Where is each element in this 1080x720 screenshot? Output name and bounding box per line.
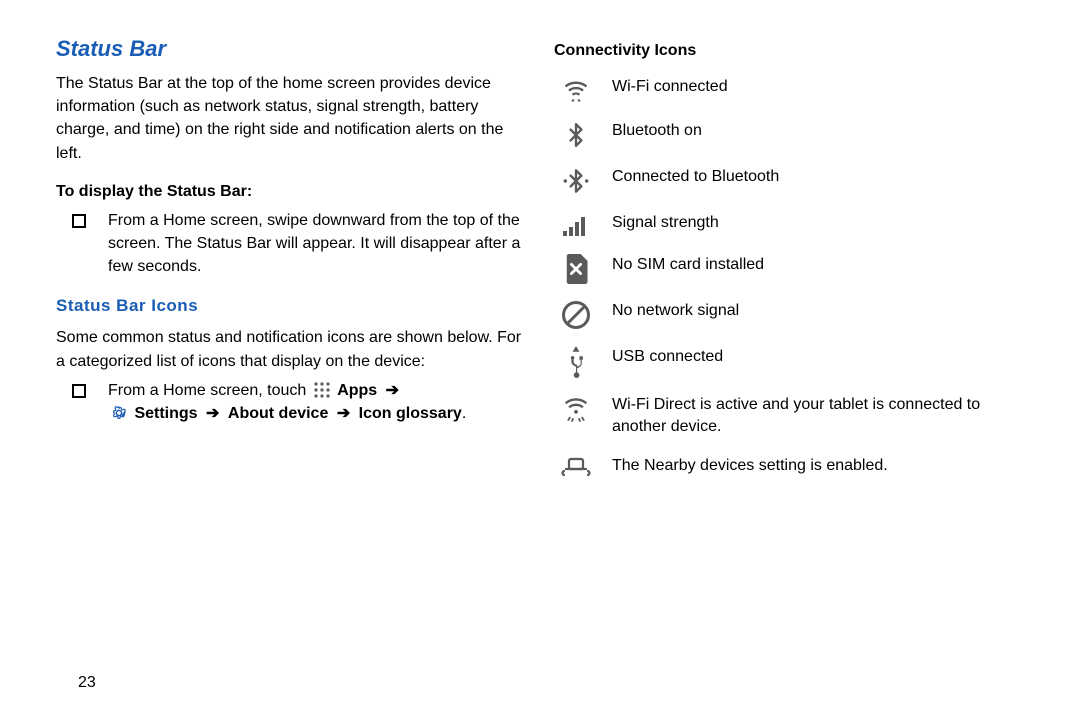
status-bar-icons-nav: From a Home screen, touch Apps ➔ Setting… — [56, 379, 526, 425]
icon-label: USB connected — [598, 346, 723, 368]
display-status-bar-text: From a Home screen, swipe downward from … — [108, 209, 526, 279]
wifi-direct-icon — [561, 394, 591, 424]
settings-gear-icon — [110, 404, 128, 422]
square-bullet-icon — [72, 384, 86, 398]
nav-prefix: From a Home screen, touch — [108, 382, 306, 399]
icon-row-wifi-direct: Wi-Fi Direct is active and your tablet i… — [554, 394, 1024, 439]
icon-row-wifi: Wi-Fi connected — [554, 76, 1024, 104]
icon-label: Connected to Bluetooth — [598, 166, 779, 188]
arrow-icon: ➔ — [206, 405, 219, 422]
icon-row-bluetooth: Bluetooth on — [554, 120, 1024, 150]
status-bar-intro: The Status Bar at the top of the home sc… — [56, 72, 526, 165]
icon-row-bt-connected: Connected to Bluetooth — [554, 166, 1024, 196]
icon-label: Bluetooth on — [598, 120, 702, 142]
no-sim-icon — [564, 254, 588, 284]
signal-strength-icon — [562, 212, 590, 238]
icon-row-usb: USB connected — [554, 346, 1024, 378]
square-bullet-icon — [72, 214, 86, 228]
nav-settings-label: Settings — [134, 405, 197, 422]
connectivity-icons-title: Connectivity Icons — [554, 42, 1024, 60]
icon-row-signal: Signal strength — [554, 212, 1024, 238]
icon-row-no-network: No network signal — [554, 300, 1024, 330]
display-status-bar-bullet: From a Home screen, swipe downward from … — [56, 209, 526, 279]
arrow-icon: ➔ — [386, 382, 399, 399]
status-bar-icons-intro: Some common status and notification icon… — [56, 326, 526, 372]
page-number: 23 — [78, 674, 96, 692]
icon-label: The Nearby devices setting is enabled. — [598, 455, 888, 477]
icon-label: No SIM card installed — [598, 254, 764, 276]
no-network-icon — [561, 300, 591, 330]
status-bar-icons-nav-text: From a Home screen, touch Apps ➔ Setting… — [108, 379, 466, 425]
icon-row-nearby: The Nearby devices setting is enabled. — [554, 455, 1024, 481]
nav-glossary-label: Icon glossary — [359, 405, 462, 422]
icon-label: Wi-Fi Direct is active and your tablet i… — [598, 394, 1024, 439]
status-bar-icons-heading: Status Bar Icons — [56, 296, 526, 316]
icon-label: No network signal — [598, 300, 739, 322]
bluetooth-connected-icon — [561, 166, 591, 196]
usb-icon — [565, 346, 587, 378]
wifi-icon — [562, 76, 590, 104]
bluetooth-icon — [563, 120, 589, 150]
icon-row-no-sim: No SIM card installed — [554, 254, 1024, 284]
icon-label: Signal strength — [598, 212, 719, 234]
nearby-devices-icon — [560, 455, 592, 481]
apps-grid-icon — [313, 381, 331, 399]
icon-label: Wi-Fi connected — [598, 76, 728, 98]
arrow-icon: ➔ — [337, 405, 350, 422]
display-status-bar-heading: To display the Status Bar: — [56, 183, 526, 201]
nav-about-label: About device — [228, 405, 328, 422]
status-bar-title: Status Bar — [56, 36, 526, 62]
nav-apps-label: Apps — [337, 382, 377, 399]
